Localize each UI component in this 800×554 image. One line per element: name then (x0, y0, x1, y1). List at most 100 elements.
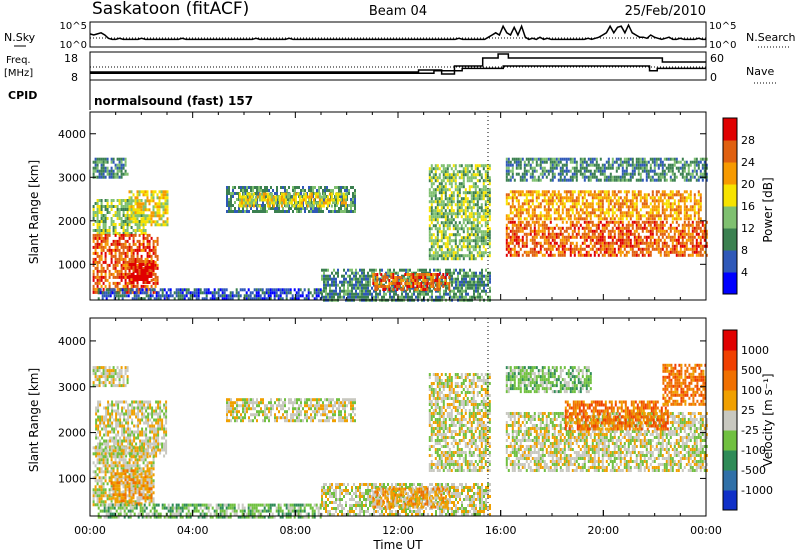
power-ytick-1: 2000 (58, 215, 86, 228)
nave-right-tick-bottom: 0 (710, 71, 717, 84)
power-region-8 (372, 273, 451, 291)
power-colorbar: 4 8 12 16 20 24 28 (722, 117, 755, 295)
power-region-12 (505, 220, 708, 257)
velocity-cbar-swatch-8 (723, 330, 737, 351)
velocity-region-8 (505, 366, 592, 394)
velocity-data (92, 363, 708, 519)
velocity-cbar-tick-3: 25 (741, 404, 755, 417)
time-xlabel: Time UT (372, 538, 423, 552)
noise-left-tick-top: 10^5 (60, 21, 87, 32)
velocity-cbar-tick-5: -100 (741, 444, 766, 457)
velocity-ytick-3: 4000 (58, 335, 86, 348)
velocity-region-2 (92, 446, 155, 507)
power-cbar-swatch-7 (723, 118, 737, 141)
freq-left-tick-bottom: 8 (71, 71, 78, 84)
power-region-2 (128, 190, 169, 227)
freq-left-tick-top: 18 (64, 52, 78, 65)
beam-label: Beam 04 (369, 4, 427, 19)
power-cbar-tick-5: 24 (741, 156, 755, 169)
velocity-cbar-swatch-0 (723, 490, 737, 511)
velocity-region-11 (662, 363, 707, 406)
power-cbar-swatch-4 (723, 184, 737, 207)
power-ytick-3: 4000 (58, 128, 86, 141)
velocity-colorbar: 1000 500 100 25 -25 -100 -500 -1000 (722, 329, 773, 511)
power-cbar-tick-6: 28 (741, 134, 755, 147)
velocity-ytick-2: 3000 (58, 381, 86, 394)
velocity-ylabel: Slant Range [km] (27, 368, 41, 472)
frequency-panel: Freq. [MHz] 18 8 60 0 Nave (4, 51, 776, 84)
velocity-region-0 (92, 366, 129, 388)
power-cbar-tick-1: 8 (741, 244, 748, 257)
power-cbar-swatch-0 (723, 272, 737, 295)
power-cbar-swatch-1 (723, 250, 737, 273)
xtick-5: 20:00 (587, 524, 619, 537)
noise-sky-line (89, 23, 706, 41)
velocity-cbar-swatch-2 (723, 450, 737, 471)
velocity-panel: 1000 2000 3000 4000 00:00 04:00 08:00 12:00 16:… (27, 112, 775, 552)
xtick-6: 00:00 (690, 524, 722, 537)
date-label: 25/Feb/2010 (625, 4, 706, 19)
velocity-cbar-tick-7: -1000 (741, 484, 773, 497)
power-cbar-swatch-5 (723, 162, 737, 185)
power-cbar-tick-2: 12 (741, 222, 755, 235)
velocity-cbar-tick-1: 500 (741, 364, 762, 377)
velocity-cbar-swatch-5 (723, 390, 737, 411)
power-cbar-swatch-3 (723, 206, 737, 229)
power-region-9 (428, 164, 491, 261)
velocity-cbar-swatch-4 (723, 410, 737, 431)
xtick-1: 04:00 (177, 524, 209, 537)
velocity-cbar-tick-0: 1000 (741, 344, 769, 357)
freq-unit: [MHz] (4, 68, 33, 79)
freq-label: Freq. (6, 55, 31, 66)
velocity-cbar-tick-4: -25 (741, 424, 759, 437)
velocity-cbar-tick-2: 100 (741, 384, 762, 397)
velocity-cbar-swatch-7 (723, 350, 737, 371)
power-cbar-label: Power [dB] (761, 177, 775, 242)
velocity-cbar-swatch-6 (723, 370, 737, 391)
velocity-cbar-tick-6: -500 (741, 464, 766, 477)
power-region-4 (128, 260, 155, 284)
noise-sky-label: N.Sky (4, 31, 36, 44)
noise-right-tick-bottom: 10^0 (709, 40, 736, 51)
velocity-region-9 (505, 412, 708, 472)
noise-search-label: N.Search (746, 31, 796, 44)
power-cbar-swatch-6 (723, 140, 737, 163)
velocity-region-4 (226, 398, 356, 423)
velocity-cbar-swatch-3 (723, 430, 737, 451)
power-ytick-2: 3000 (58, 171, 86, 184)
nave-line (90, 53, 706, 75)
power-ylabel: Slant Range [km] (27, 160, 41, 264)
power-ytick-0: 1000 (58, 258, 86, 271)
power-cbar-tick-0: 4 (741, 266, 748, 279)
station-title: Saskatoon (fitACF) (92, 0, 249, 19)
power-cbar-tick-4: 20 (741, 178, 755, 191)
velocity-cbar-label: Velocity [m s⁻¹] (761, 373, 775, 466)
frequency-line (90, 65, 706, 74)
noise-left-tick-bottom: 10^0 (60, 40, 87, 51)
velocity-region-10 (564, 400, 669, 431)
power-region-11 (505, 190, 702, 221)
nave-label: Nave (746, 65, 774, 78)
program-label: normalsound (fast) 157 (94, 94, 253, 108)
power-panel: 1000 2000 3000 4000 Slant Range [km] 4 8 12 16… (27, 111, 775, 302)
power-region-6 (238, 192, 347, 208)
velocity-region-6 (372, 487, 451, 509)
power-region-13 (97, 288, 322, 301)
power-cbar-tick-3: 16 (741, 200, 755, 213)
velocity-ytick-0: 1000 (58, 472, 86, 485)
velocity-cbar-swatch-1 (723, 470, 737, 491)
xtick-2: 08:00 (279, 524, 311, 537)
velocity-region-12 (97, 503, 322, 519)
power-region-10 (505, 157, 708, 182)
noise-panel: N.Sky 10^5 10^0 10^5 10^0 N.Search (4, 21, 796, 51)
noise-right-tick-top: 10^5 (709, 21, 736, 32)
velocity-ytick-1: 2000 (58, 427, 86, 440)
power-data (92, 157, 708, 302)
nave-right-tick-top: 60 (710, 52, 724, 65)
xtick-0: 00:00 (74, 524, 106, 537)
cpid-label: CPID (8, 89, 37, 102)
velocity-region-3 (110, 469, 153, 506)
power-cbar-swatch-2 (723, 228, 737, 251)
xtick-4: 16:00 (485, 524, 517, 537)
